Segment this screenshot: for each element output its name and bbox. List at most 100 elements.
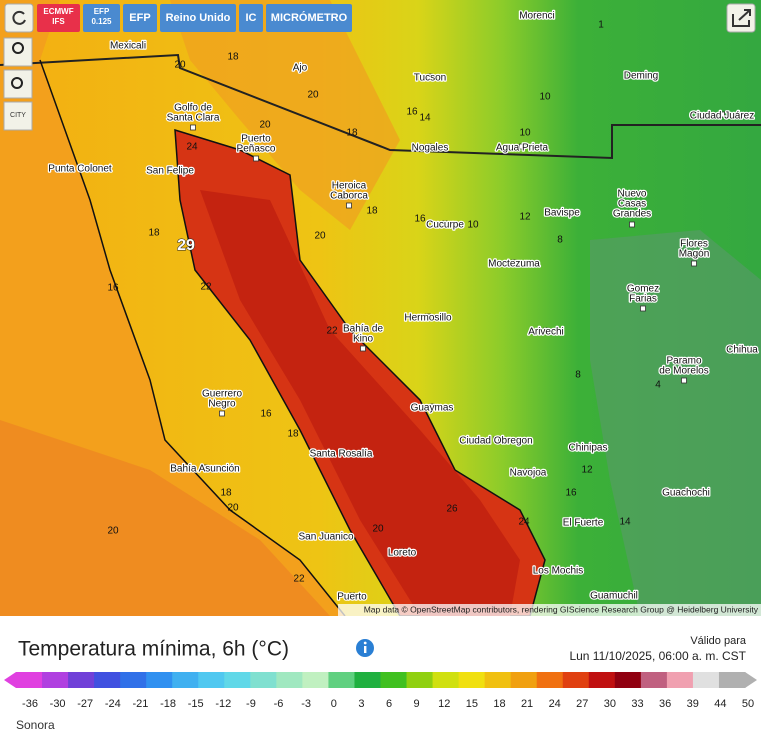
scale-tick: -9 [246, 698, 256, 710]
scale-swatch [562, 672, 590, 688]
city-label: San Felipe [146, 166, 194, 177]
city-marker [719, 111, 725, 118]
temperature-label: 14 [419, 113, 431, 124]
city-marker [543, 327, 549, 334]
mountains [590, 230, 761, 616]
city-label: Hermosillo [404, 313, 452, 324]
temperature-label: 20 [174, 60, 186, 71]
city-label: Magón [679, 249, 710, 260]
city-marker [638, 71, 644, 78]
city-marker [559, 208, 565, 215]
city-label: Moctezuma [488, 259, 540, 270]
temperature-label: 26 [446, 504, 458, 515]
temperature-label: 22 [326, 326, 338, 337]
temperature-label: 16 [565, 488, 577, 499]
city-label: Nuevo [618, 189, 647, 200]
city-label: Chihua [726, 345, 758, 356]
temperature-label: 20 [314, 231, 326, 242]
scale-tick: 33 [631, 698, 643, 710]
temperature-label: 10 [539, 92, 551, 103]
scale-swatch [146, 672, 173, 688]
city-marker [519, 143, 525, 150]
scale-swatch [380, 672, 408, 688]
city-marker [425, 313, 431, 320]
scale-swatch [666, 672, 694, 688]
scale-tick: -6 [274, 698, 284, 710]
legend-area: Temperatura mínima, 6h (°C) Válido para … [4, 635, 757, 732]
city-label: Casas [618, 199, 646, 210]
city-marker [493, 436, 499, 443]
city-label: Guachochi [662, 488, 710, 499]
scale-tick: -27 [77, 698, 93, 710]
city-marker [427, 73, 433, 80]
city-button[interactable] [3, 101, 33, 131]
city-marker [585, 443, 591, 450]
scale-swatch [510, 672, 538, 688]
temperature-label: 18 [220, 488, 232, 499]
temperature-label: 18 [227, 52, 239, 63]
scale-swatch [250, 672, 277, 688]
scale-swatch [328, 672, 355, 688]
temperature-label: 1 [598, 20, 604, 31]
temperature-label: 20 [372, 524, 384, 535]
city-marker [427, 143, 433, 150]
city-marker [338, 449, 344, 456]
refresh-button[interactable] [4, 3, 34, 33]
scale-swatch [302, 672, 329, 688]
temperature-label: 24 [518, 517, 530, 528]
scale-tick: 21 [521, 698, 533, 710]
scale-arrow-right [745, 672, 757, 688]
coast [39, 59, 346, 616]
scale-swatch [432, 672, 460, 688]
city-marker [346, 202, 352, 209]
scale-arrow-left [4, 672, 16, 688]
city-marker [629, 221, 635, 228]
scale-tick: 50 [742, 698, 754, 710]
temperature-label: 18 [287, 429, 299, 440]
info-dot [363, 641, 367, 645]
city-marker [525, 468, 531, 475]
temperature-label: 29 [177, 237, 195, 254]
city-label: Caborca [330, 191, 368, 202]
valid-label: Válido para [690, 635, 747, 647]
model-button[interactable] [160, 4, 236, 32]
map[interactable]: Mexicali Morenci Tucson Deming Ciudad Juárez… [0, 0, 761, 616]
scale-tick: 44 [714, 698, 726, 710]
city-label: Bahía Asunción [170, 464, 240, 475]
city-label: Mexicali [110, 41, 146, 52]
button-label: ECMWF [43, 7, 73, 16]
scale-tick: 6 [386, 698, 392, 710]
city-label: Bahía de [343, 324, 383, 335]
button-label: 0.125 [91, 17, 112, 26]
scale-swatch [198, 672, 225, 688]
city-label: de Morelos [659, 366, 708, 377]
city-label: Nogales [412, 143, 449, 154]
temperature-label: 12 [581, 465, 593, 476]
scale-tick: 0 [331, 698, 337, 710]
city-label: Guamuchil [590, 591, 638, 602]
model-button[interactable] [123, 4, 157, 32]
city-label: Negro [208, 399, 236, 410]
scale-swatch [588, 672, 616, 688]
scale-tick: -30 [50, 698, 66, 710]
scale-swatch [276, 672, 303, 688]
button-label: Reino Unido [166, 12, 231, 24]
city-marker [297, 63, 303, 70]
city-text: CITY [10, 112, 26, 119]
temperature-label: 14 [619, 517, 631, 528]
color-scale: -36 -30 -27 -24 -21 -18 -15 -12 -9 -6 -3 0 3 6 9 12 15 18… [4, 672, 757, 710]
city-marker [77, 164, 83, 171]
scale-swatch [172, 672, 199, 688]
model-button[interactable] [266, 4, 352, 32]
zoom-button[interactable] [3, 69, 33, 99]
scale-swatch [692, 672, 720, 688]
temperature-label: 24 [186, 142, 198, 153]
model-button[interactable] [239, 4, 263, 32]
model-button[interactable] [83, 4, 120, 32]
button-label: EFP [94, 7, 110, 16]
temperature-label: 16 [107, 283, 119, 294]
scale-tick: 18 [493, 698, 505, 710]
model-button[interactable] [37, 4, 80, 32]
